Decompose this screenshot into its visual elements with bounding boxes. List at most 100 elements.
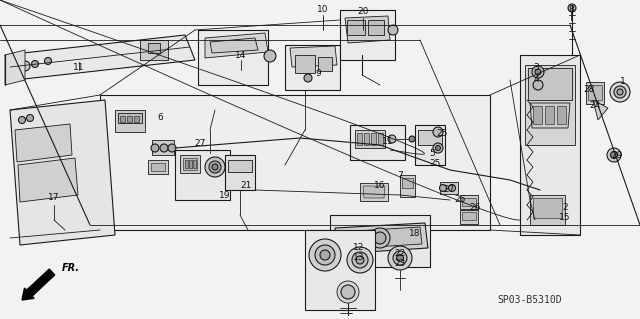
Text: 14: 14: [236, 50, 246, 60]
Bar: [118, 113, 142, 123]
Circle shape: [205, 157, 225, 177]
Circle shape: [309, 239, 341, 271]
Circle shape: [337, 281, 359, 303]
Bar: [335, 254, 355, 264]
Text: 26: 26: [469, 204, 481, 212]
Polygon shape: [15, 124, 72, 162]
Bar: [193, 160, 196, 168]
Circle shape: [168, 144, 176, 152]
Bar: [152, 140, 174, 155]
Circle shape: [449, 184, 456, 191]
Text: 22: 22: [394, 249, 406, 257]
Bar: [462, 212, 476, 220]
Bar: [350, 125, 405, 160]
Text: 10: 10: [317, 5, 329, 14]
Circle shape: [535, 69, 541, 75]
Text: 27: 27: [195, 138, 205, 147]
Bar: [415, 125, 445, 165]
Circle shape: [568, 4, 576, 12]
Text: 15: 15: [559, 213, 571, 222]
Bar: [120, 116, 125, 122]
Text: 16: 16: [374, 181, 386, 189]
Bar: [295, 55, 315, 73]
Circle shape: [388, 135, 396, 143]
Circle shape: [607, 148, 621, 162]
Bar: [355, 130, 385, 148]
Circle shape: [341, 285, 355, 299]
Text: 27: 27: [444, 186, 454, 195]
Text: 12: 12: [353, 243, 365, 253]
Text: 11: 11: [73, 63, 84, 72]
Bar: [180, 155, 200, 173]
Polygon shape: [290, 46, 337, 67]
Circle shape: [610, 82, 630, 102]
Bar: [228, 160, 252, 172]
Circle shape: [370, 228, 390, 248]
Bar: [530, 195, 565, 225]
Circle shape: [388, 25, 398, 35]
Text: 28: 28: [583, 85, 595, 94]
Circle shape: [611, 152, 618, 159]
Circle shape: [20, 61, 30, 71]
Bar: [357, 133, 362, 145]
Text: 26: 26: [454, 196, 466, 204]
Circle shape: [614, 86, 626, 98]
Bar: [586, 82, 604, 104]
Bar: [368, 20, 384, 35]
Bar: [134, 116, 139, 122]
Circle shape: [352, 252, 368, 268]
Bar: [533, 198, 562, 218]
Polygon shape: [5, 35, 195, 80]
Circle shape: [320, 250, 330, 260]
Text: 21: 21: [240, 181, 252, 189]
Bar: [148, 160, 168, 174]
Circle shape: [617, 89, 623, 95]
Circle shape: [45, 57, 51, 64]
Circle shape: [209, 161, 221, 173]
Bar: [330, 215, 430, 267]
Polygon shape: [335, 223, 428, 254]
Text: 6: 6: [157, 114, 163, 122]
Circle shape: [433, 127, 443, 137]
Bar: [400, 175, 415, 197]
Bar: [347, 20, 365, 35]
Bar: [318, 57, 332, 71]
Text: 3: 3: [533, 63, 539, 72]
Bar: [440, 182, 458, 194]
Bar: [151, 163, 165, 171]
Circle shape: [304, 74, 312, 82]
Polygon shape: [363, 186, 385, 198]
Circle shape: [26, 115, 33, 122]
Circle shape: [435, 145, 440, 151]
FancyArrow shape: [22, 269, 55, 300]
Bar: [175, 150, 230, 200]
Circle shape: [433, 143, 443, 153]
Text: 25: 25: [436, 129, 448, 137]
Circle shape: [212, 164, 218, 170]
Text: 29: 29: [611, 151, 623, 160]
Text: SP03-B5310D: SP03-B5310D: [498, 295, 563, 305]
Text: 25: 25: [429, 159, 441, 167]
Bar: [285, 45, 340, 90]
Bar: [418, 130, 442, 145]
Bar: [225, 155, 255, 190]
Polygon shape: [10, 100, 115, 245]
Polygon shape: [5, 50, 25, 85]
Circle shape: [264, 50, 276, 62]
Polygon shape: [18, 158, 78, 202]
Polygon shape: [340, 264, 355, 275]
Circle shape: [315, 245, 335, 265]
Circle shape: [393, 251, 407, 265]
Bar: [545, 106, 554, 124]
Polygon shape: [205, 33, 268, 58]
Polygon shape: [588, 85, 602, 100]
Text: 19: 19: [220, 190, 231, 199]
Text: 7: 7: [397, 170, 403, 180]
Bar: [360, 183, 388, 201]
Circle shape: [440, 184, 447, 191]
Bar: [185, 160, 188, 168]
Polygon shape: [593, 100, 608, 120]
Text: 2: 2: [562, 204, 568, 212]
Circle shape: [160, 144, 168, 152]
Circle shape: [151, 144, 159, 152]
